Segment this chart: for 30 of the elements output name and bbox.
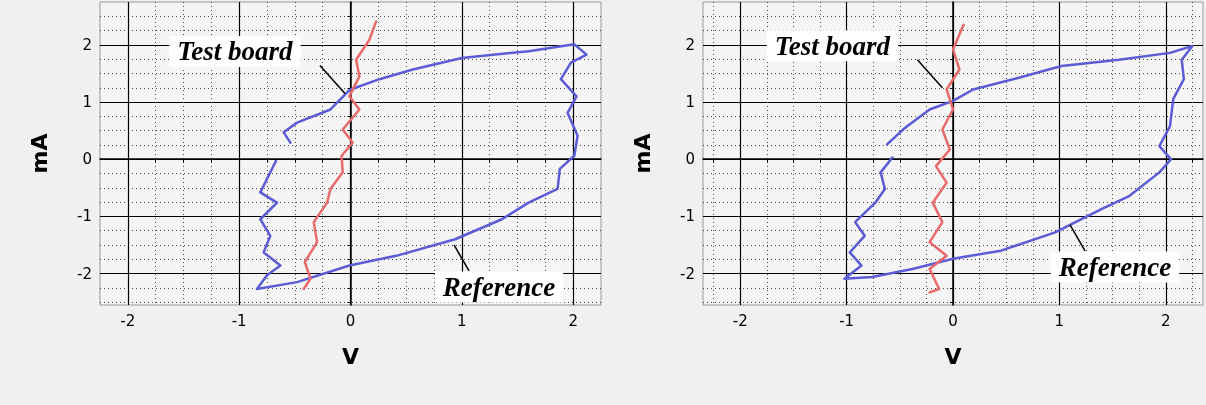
y-tick-label: -2: [77, 264, 92, 283]
y-tick-label: -2: [680, 264, 695, 283]
y-tick-label: 1: [685, 93, 695, 112]
x-tick-label: -1: [839, 311, 855, 330]
x-axis-title: V: [341, 343, 360, 369]
x-tick-label: -2: [120, 311, 136, 330]
y-axis-title: mA: [26, 133, 52, 174]
y-tick-label: 2: [82, 35, 92, 54]
annotation: Reference: [441, 271, 556, 302]
x-tick-label: 2: [1160, 311, 1171, 330]
x-axis-title: V: [944, 343, 962, 369]
y-tick-label: 1: [82, 93, 92, 112]
y-tick-label: 2: [685, 35, 695, 54]
line-series: [302, 20, 378, 291]
x-tick-label: 2: [568, 311, 578, 330]
y-axis-title: mA: [629, 133, 655, 174]
y-tick-label: -1: [77, 207, 92, 226]
line-series: [928, 23, 965, 294]
annotation: Test board: [177, 36, 294, 67]
x-tick-label: 1: [457, 311, 467, 330]
y-tick-label: -1: [680, 207, 695, 226]
annotation: Test board: [774, 30, 891, 61]
x-tick-label: 0: [345, 311, 356, 330]
x-tick-label: 0: [948, 311, 958, 330]
y-tick-label: 0: [82, 150, 92, 169]
x-tick-label: -2: [732, 311, 748, 330]
annotation: Reference: [1057, 251, 1172, 282]
x-tick-label: 1: [1054, 311, 1065, 330]
x-tick-label: -1: [231, 311, 247, 330]
y-tick-label: 0: [685, 150, 695, 169]
